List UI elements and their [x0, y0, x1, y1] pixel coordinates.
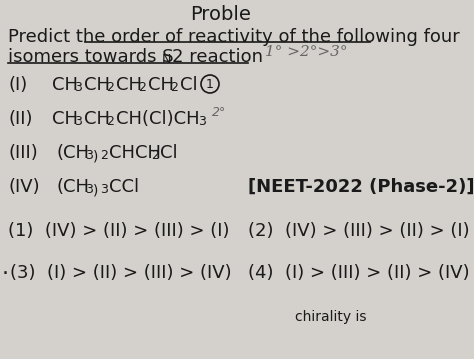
Text: CH: CH: [148, 76, 174, 94]
Text: 2: 2: [106, 81, 114, 94]
Text: (CH: (CH: [57, 144, 90, 162]
Text: 3: 3: [85, 149, 93, 162]
Text: (4)  (I) > (III) > (II) > (IV): (4) (I) > (III) > (II) > (IV): [248, 264, 470, 282]
Text: 3: 3: [74, 81, 82, 94]
Text: (I): (I): [8, 76, 27, 94]
Text: [NEET-2022 (Phase-2)]: [NEET-2022 (Phase-2)]: [248, 178, 474, 196]
Text: chirality is: chirality is: [295, 310, 366, 324]
Text: CH: CH: [84, 110, 110, 128]
Text: (3)  (I) > (II) > (III) > (IV): (3) (I) > (II) > (III) > (IV): [10, 264, 232, 282]
Text: 3: 3: [74, 115, 82, 128]
Text: ·: ·: [2, 264, 9, 284]
Text: 1: 1: [206, 78, 214, 90]
Text: Proble: Proble: [190, 5, 251, 24]
Text: CH: CH: [84, 76, 110, 94]
Text: 3: 3: [100, 183, 108, 196]
Text: Cl: Cl: [160, 144, 178, 162]
Text: (2)  (IV) > (III) > (II) > (I): (2) (IV) > (III) > (II) > (I): [248, 222, 470, 240]
Text: N: N: [162, 53, 172, 66]
Text: ): ): [93, 183, 99, 197]
Text: CHCH: CHCH: [109, 144, 161, 162]
Text: Predict the order of reactivity of the following four: Predict the order of reactivity of the f…: [8, 28, 460, 46]
Text: isomers towards S: isomers towards S: [8, 48, 173, 66]
Text: 2: 2: [106, 115, 114, 128]
Text: (CH: (CH: [57, 178, 90, 196]
Text: 2: 2: [170, 81, 178, 94]
Text: 2 reaction: 2 reaction: [172, 48, 263, 66]
Text: CH: CH: [52, 76, 78, 94]
Text: 2°: 2°: [212, 106, 226, 119]
Text: 3: 3: [198, 115, 206, 128]
Text: 2: 2: [100, 149, 108, 162]
Text: CH(Cl)CH: CH(Cl)CH: [116, 110, 200, 128]
Text: CH: CH: [116, 76, 142, 94]
Text: ): ): [93, 149, 99, 163]
Text: CH: CH: [52, 110, 78, 128]
Text: 2: 2: [138, 81, 146, 94]
Text: (1)  (IV) > (II) > (III) > (I): (1) (IV) > (II) > (III) > (I): [8, 222, 229, 240]
Text: CCl: CCl: [109, 178, 139, 196]
Text: Cl: Cl: [180, 76, 198, 94]
Text: 2: 2: [151, 149, 159, 162]
Text: (III): (III): [8, 144, 38, 162]
Text: (II): (II): [8, 110, 33, 128]
Text: (IV): (IV): [8, 178, 40, 196]
Text: 1° >2°>3°: 1° >2°>3°: [265, 45, 347, 59]
Text: 3: 3: [85, 183, 93, 196]
